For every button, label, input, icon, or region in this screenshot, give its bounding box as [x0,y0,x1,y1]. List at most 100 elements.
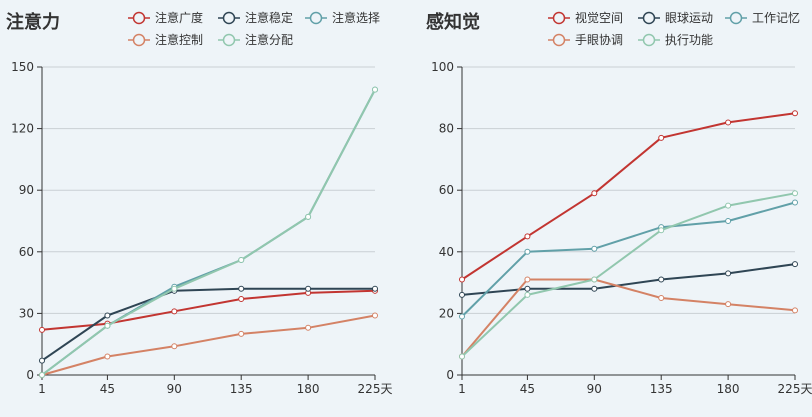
y-tick-label: 150 [11,60,34,74]
legend-circle-icon [642,11,656,25]
x-tick-label: 1 [458,382,466,396]
legend-item[interactable]: 注意选择 [305,10,380,25]
y-tick-label: 40 [439,245,454,259]
data-point [591,285,598,292]
series-line-注意控制 [41,314,376,376]
legend-item[interactable]: 注意稳定 [218,10,293,25]
legend-item[interactable]: 眼球运动 [638,11,713,25]
x-tick-label: 45 [100,382,115,396]
data-point [104,353,111,360]
legend-label: 工作记忆 [752,11,800,25]
data-point [725,202,732,209]
data-point [524,233,531,240]
y-tick-label: 60 [439,183,454,197]
data-point [238,285,245,292]
series-line-注意稳定 [41,287,375,362]
data-point [238,330,245,337]
y-tick-label: 90 [19,183,34,197]
x-tick-label: 90 [587,382,602,396]
x-tick-label: 225天 [358,382,393,396]
data-point [171,343,178,350]
data-point [459,291,465,298]
data-point [725,301,732,308]
x-tick-label: 90 [167,382,182,396]
data-point [524,285,531,292]
series-line-视觉空间 [461,112,796,281]
y-tick-label: 120 [11,122,34,136]
legend-circle-icon [132,33,146,47]
data-point [238,257,245,264]
series-line-注意广度 [41,289,376,331]
data-point [305,285,312,292]
legend-label: 手眼协调 [575,32,623,47]
chart-panel-2: 感知觉 0 20 40 60 80 100 1 45 90 135 180 225天 视觉空间 眼球运动 工作… [426,10,812,396]
legend-item[interactable]: 注意广度 [128,10,203,25]
data-point [104,322,111,329]
data-point [725,218,732,224]
x-tick-label: 135 [230,382,253,396]
x-tick-label: 1 [38,382,46,396]
x-tick-label: 135 [650,382,673,396]
data-point [171,308,178,315]
legend-circle-icon [222,11,236,25]
data-point [792,261,798,268]
legend-circle-icon [309,11,323,25]
legend-circle-icon [222,33,236,47]
legend-label: 眼球运动 [665,11,713,25]
legend-item[interactable]: 视觉空间 [548,10,623,25]
chart-title: 注意力 [6,11,60,33]
y-tick-label: 30 [19,306,34,320]
data-point [591,245,598,252]
legend-item[interactable]: 工作记忆 [725,11,800,25]
data-point [524,276,531,283]
data-point [305,324,312,331]
legend-label: 注意选择 [332,10,380,25]
data-point [524,248,531,255]
data-point [792,190,798,197]
data-point [591,276,598,283]
legend-item[interactable]: 注意控制 [128,32,203,47]
legend-circle-icon [552,33,566,47]
legend-label: 注意稳定 [245,10,293,25]
series-line-手眼协调 [461,278,796,358]
legend-label: 注意分配 [245,32,293,47]
chart-title: 感知觉 [426,11,480,33]
x-tick-label: 225天 [778,382,812,396]
data-point [372,312,378,319]
y-tick-label: 60 [19,245,34,259]
data-point [524,291,531,298]
y-tick-label: 0 [26,368,34,382]
x-tick-label: 45 [520,382,535,396]
y-tick-label: 100 [431,60,454,74]
legend-item[interactable]: 注意分配 [218,32,293,47]
data-point [39,326,45,333]
data-point [104,312,111,319]
legend-label: 执行功能 [665,33,713,47]
legend-circle-icon [642,33,656,47]
data-point [658,134,665,141]
data-point [658,227,665,234]
data-point [725,270,732,277]
legend-item[interactable]: 执行功能 [638,33,713,47]
legend-label: 注意广度 [155,10,203,25]
legend-item[interactable]: 手眼协调 [548,32,623,47]
series-line-执行功能 [461,192,796,358]
legend-circle-icon [729,11,743,25]
data-point [658,276,665,283]
x-tick-label: 180 [297,382,320,396]
legend-circle-icon [552,11,566,25]
data-point [459,353,465,360]
data-point [725,119,732,126]
series-line-眼球运动 [461,263,796,296]
data-point [792,110,798,117]
data-point [372,285,378,292]
legend-label: 注意控制 [155,32,203,47]
series-line-工作记忆 [461,201,796,318]
x-tick-label: 180 [717,382,740,396]
data-point [372,86,378,93]
y-tick-label: 0 [446,368,454,382]
data-point [459,313,465,320]
data-point [792,199,798,206]
